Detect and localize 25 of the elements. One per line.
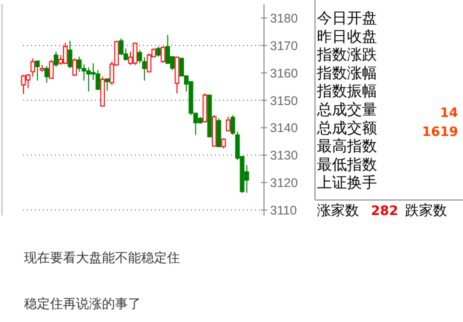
y-tick-label: 3170 — [270, 38, 298, 53]
text: 1619 — [422, 125, 458, 140]
text: 指数涨幅 — [316, 64, 377, 82]
text: 稳定住再说涨的事了 — [24, 297, 141, 312]
y-tick-label: 3130 — [270, 148, 298, 163]
y-tick-label: 3110 — [270, 204, 297, 218]
y-tick-label: 3140 — [270, 121, 298, 136]
text: 282 — [371, 204, 398, 219]
text: 总成交量 — [316, 100, 377, 118]
y-tick-label: 3180 — [270, 12, 298, 26]
text: 总成交额 — [316, 118, 377, 137]
text: 最高指数 — [317, 137, 377, 156]
text: 跌家数 — [405, 203, 447, 219]
text: 昨日收盘 — [317, 27, 377, 46]
text: 现在要看大盘能不能稳定住 — [24, 251, 180, 266]
text: 指数振幅 — [316, 82, 377, 100]
y-tick-label: 3120 — [270, 176, 298, 190]
text: 最低指数 — [317, 155, 377, 174]
text: 指数涨跌 — [316, 46, 377, 64]
y-tick-label: 3150 — [270, 94, 298, 108]
text: 上证换手 — [317, 174, 377, 192]
y-tick-label: 3160 — [270, 66, 298, 80]
text: 14 — [440, 106, 458, 121]
text: 今日开盘 — [317, 9, 377, 27]
text: 涨家数 — [317, 203, 359, 219]
